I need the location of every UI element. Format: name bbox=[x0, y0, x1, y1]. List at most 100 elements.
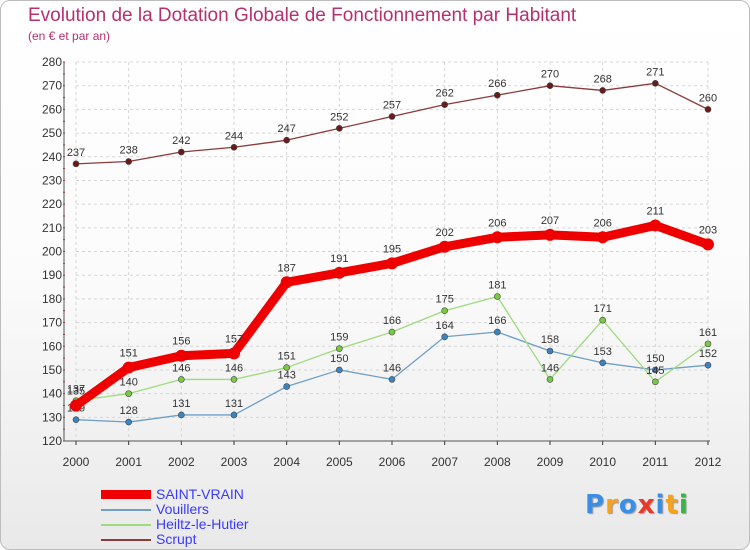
y-tick-label: 120 bbox=[42, 434, 62, 448]
x-tick-label: 2005 bbox=[326, 455, 353, 469]
data-point bbox=[283, 364, 290, 371]
data-label: 262 bbox=[435, 88, 453, 100]
data-point bbox=[494, 328, 501, 336]
x-tick-label: 2007 bbox=[431, 455, 458, 469]
data-label: 137 bbox=[67, 384, 85, 396]
chart-legend: SAINT-VRAIN Vouillers Heiltz-le-Hutier Scru… bbox=[101, 486, 301, 547]
x-tick-label: 2009 bbox=[537, 455, 564, 469]
data-label: 159 bbox=[330, 332, 348, 344]
data-label: 150 bbox=[646, 353, 664, 365]
logo-letter: P bbox=[585, 490, 606, 520]
legend-label: Vouillers bbox=[156, 501, 209, 517]
legend-item: SAINT-VRAIN bbox=[101, 486, 301, 502]
data-point bbox=[702, 238, 714, 251]
legend-swatch bbox=[101, 539, 151, 541]
x-tick-label: 2001 bbox=[115, 455, 142, 469]
data-point bbox=[72, 160, 80, 168]
x-tick-label: 2010 bbox=[589, 455, 616, 469]
data-point bbox=[494, 293, 501, 300]
data-label: 206 bbox=[593, 217, 611, 229]
data-label: 271 bbox=[646, 66, 664, 78]
x-tick-label: 2011 bbox=[642, 455, 668, 469]
x-tick-label: 2012 bbox=[695, 455, 722, 469]
data-point bbox=[649, 219, 662, 232]
data-point bbox=[652, 80, 659, 87]
legend-label: SAINT-VRAIN bbox=[156, 486, 244, 502]
data-point bbox=[228, 347, 240, 360]
data-point bbox=[336, 125, 343, 132]
data-label: 207 bbox=[541, 215, 559, 227]
legend-swatch bbox=[101, 490, 151, 499]
legend-swatch bbox=[101, 509, 151, 511]
data-label: 143 bbox=[277, 370, 295, 382]
data-label: 131 bbox=[225, 398, 243, 410]
data-point bbox=[599, 316, 606, 324]
data-label: 244 bbox=[225, 130, 243, 142]
logo-letter: x bbox=[637, 490, 656, 520]
data-label: 140 bbox=[119, 377, 137, 389]
y-tick-label: 180 bbox=[42, 292, 62, 306]
chart-title: Evolution de la Dotation Globale de Fonc… bbox=[28, 5, 577, 26]
data-label: 252 bbox=[330, 111, 348, 123]
data-point bbox=[494, 91, 501, 99]
logo-letter: t bbox=[665, 490, 679, 520]
x-tick-label: 2002 bbox=[168, 455, 195, 469]
legend-label: Heiltz-le-Hutier bbox=[156, 516, 249, 532]
data-point bbox=[175, 349, 188, 362]
legend-item: Vouillers bbox=[101, 501, 301, 517]
data-label: 206 bbox=[488, 217, 506, 229]
data-label: 203 bbox=[699, 224, 717, 236]
data-label: 268 bbox=[593, 73, 611, 85]
data-label: 146 bbox=[541, 362, 559, 374]
data-label: 131 bbox=[172, 398, 190, 410]
data-point bbox=[230, 376, 238, 383]
data-point bbox=[652, 366, 659, 374]
x-tick-label: 2004 bbox=[273, 455, 300, 469]
data-label: 257 bbox=[383, 99, 401, 111]
data-point bbox=[599, 87, 606, 94]
data-point bbox=[72, 416, 80, 423]
data-point bbox=[283, 383, 290, 390]
data-point bbox=[704, 106, 712, 113]
data-point bbox=[333, 266, 346, 279]
data-label: 161 bbox=[699, 327, 717, 339]
data-point bbox=[230, 143, 238, 151]
data-label: 237 bbox=[67, 147, 85, 159]
y-tick-label: 230 bbox=[42, 173, 62, 187]
data-point bbox=[178, 148, 185, 156]
data-label: 171 bbox=[593, 303, 611, 315]
data-point bbox=[441, 333, 448, 341]
data-point bbox=[388, 328, 396, 336]
y-tick-label: 250 bbox=[42, 126, 62, 140]
y-tick-label: 190 bbox=[42, 268, 62, 282]
data-label: 175 bbox=[435, 294, 453, 306]
data-label: 242 bbox=[172, 135, 190, 147]
data-point bbox=[122, 361, 135, 374]
y-tick-label: 260 bbox=[42, 102, 62, 116]
y-tick-label: 130 bbox=[42, 410, 62, 424]
legend-item: Heiltz-le-Hutier bbox=[101, 516, 301, 532]
data-point bbox=[388, 376, 396, 383]
logo-letter: i bbox=[678, 490, 689, 520]
x-tick-label: 2003 bbox=[221, 455, 248, 469]
y-tick-label: 220 bbox=[42, 197, 62, 211]
data-point bbox=[125, 158, 132, 165]
data-point bbox=[230, 411, 238, 419]
data-label: 166 bbox=[383, 315, 401, 327]
data-label: 158 bbox=[541, 334, 559, 346]
y-tick-label: 200 bbox=[42, 245, 62, 259]
data-label: 166 bbox=[488, 315, 506, 327]
data-label: 157 bbox=[225, 333, 243, 345]
data-point bbox=[491, 231, 504, 244]
data-point bbox=[336, 345, 343, 352]
data-label: 150 bbox=[330, 353, 348, 365]
data-label: 191 bbox=[330, 253, 348, 265]
data-label: 146 bbox=[172, 362, 190, 374]
data-label: 153 bbox=[593, 346, 611, 358]
x-tick-label: 2006 bbox=[379, 455, 406, 469]
data-label: 247 bbox=[277, 123, 295, 135]
y-tick-label: 150 bbox=[42, 363, 62, 377]
data-point bbox=[544, 228, 556, 241]
